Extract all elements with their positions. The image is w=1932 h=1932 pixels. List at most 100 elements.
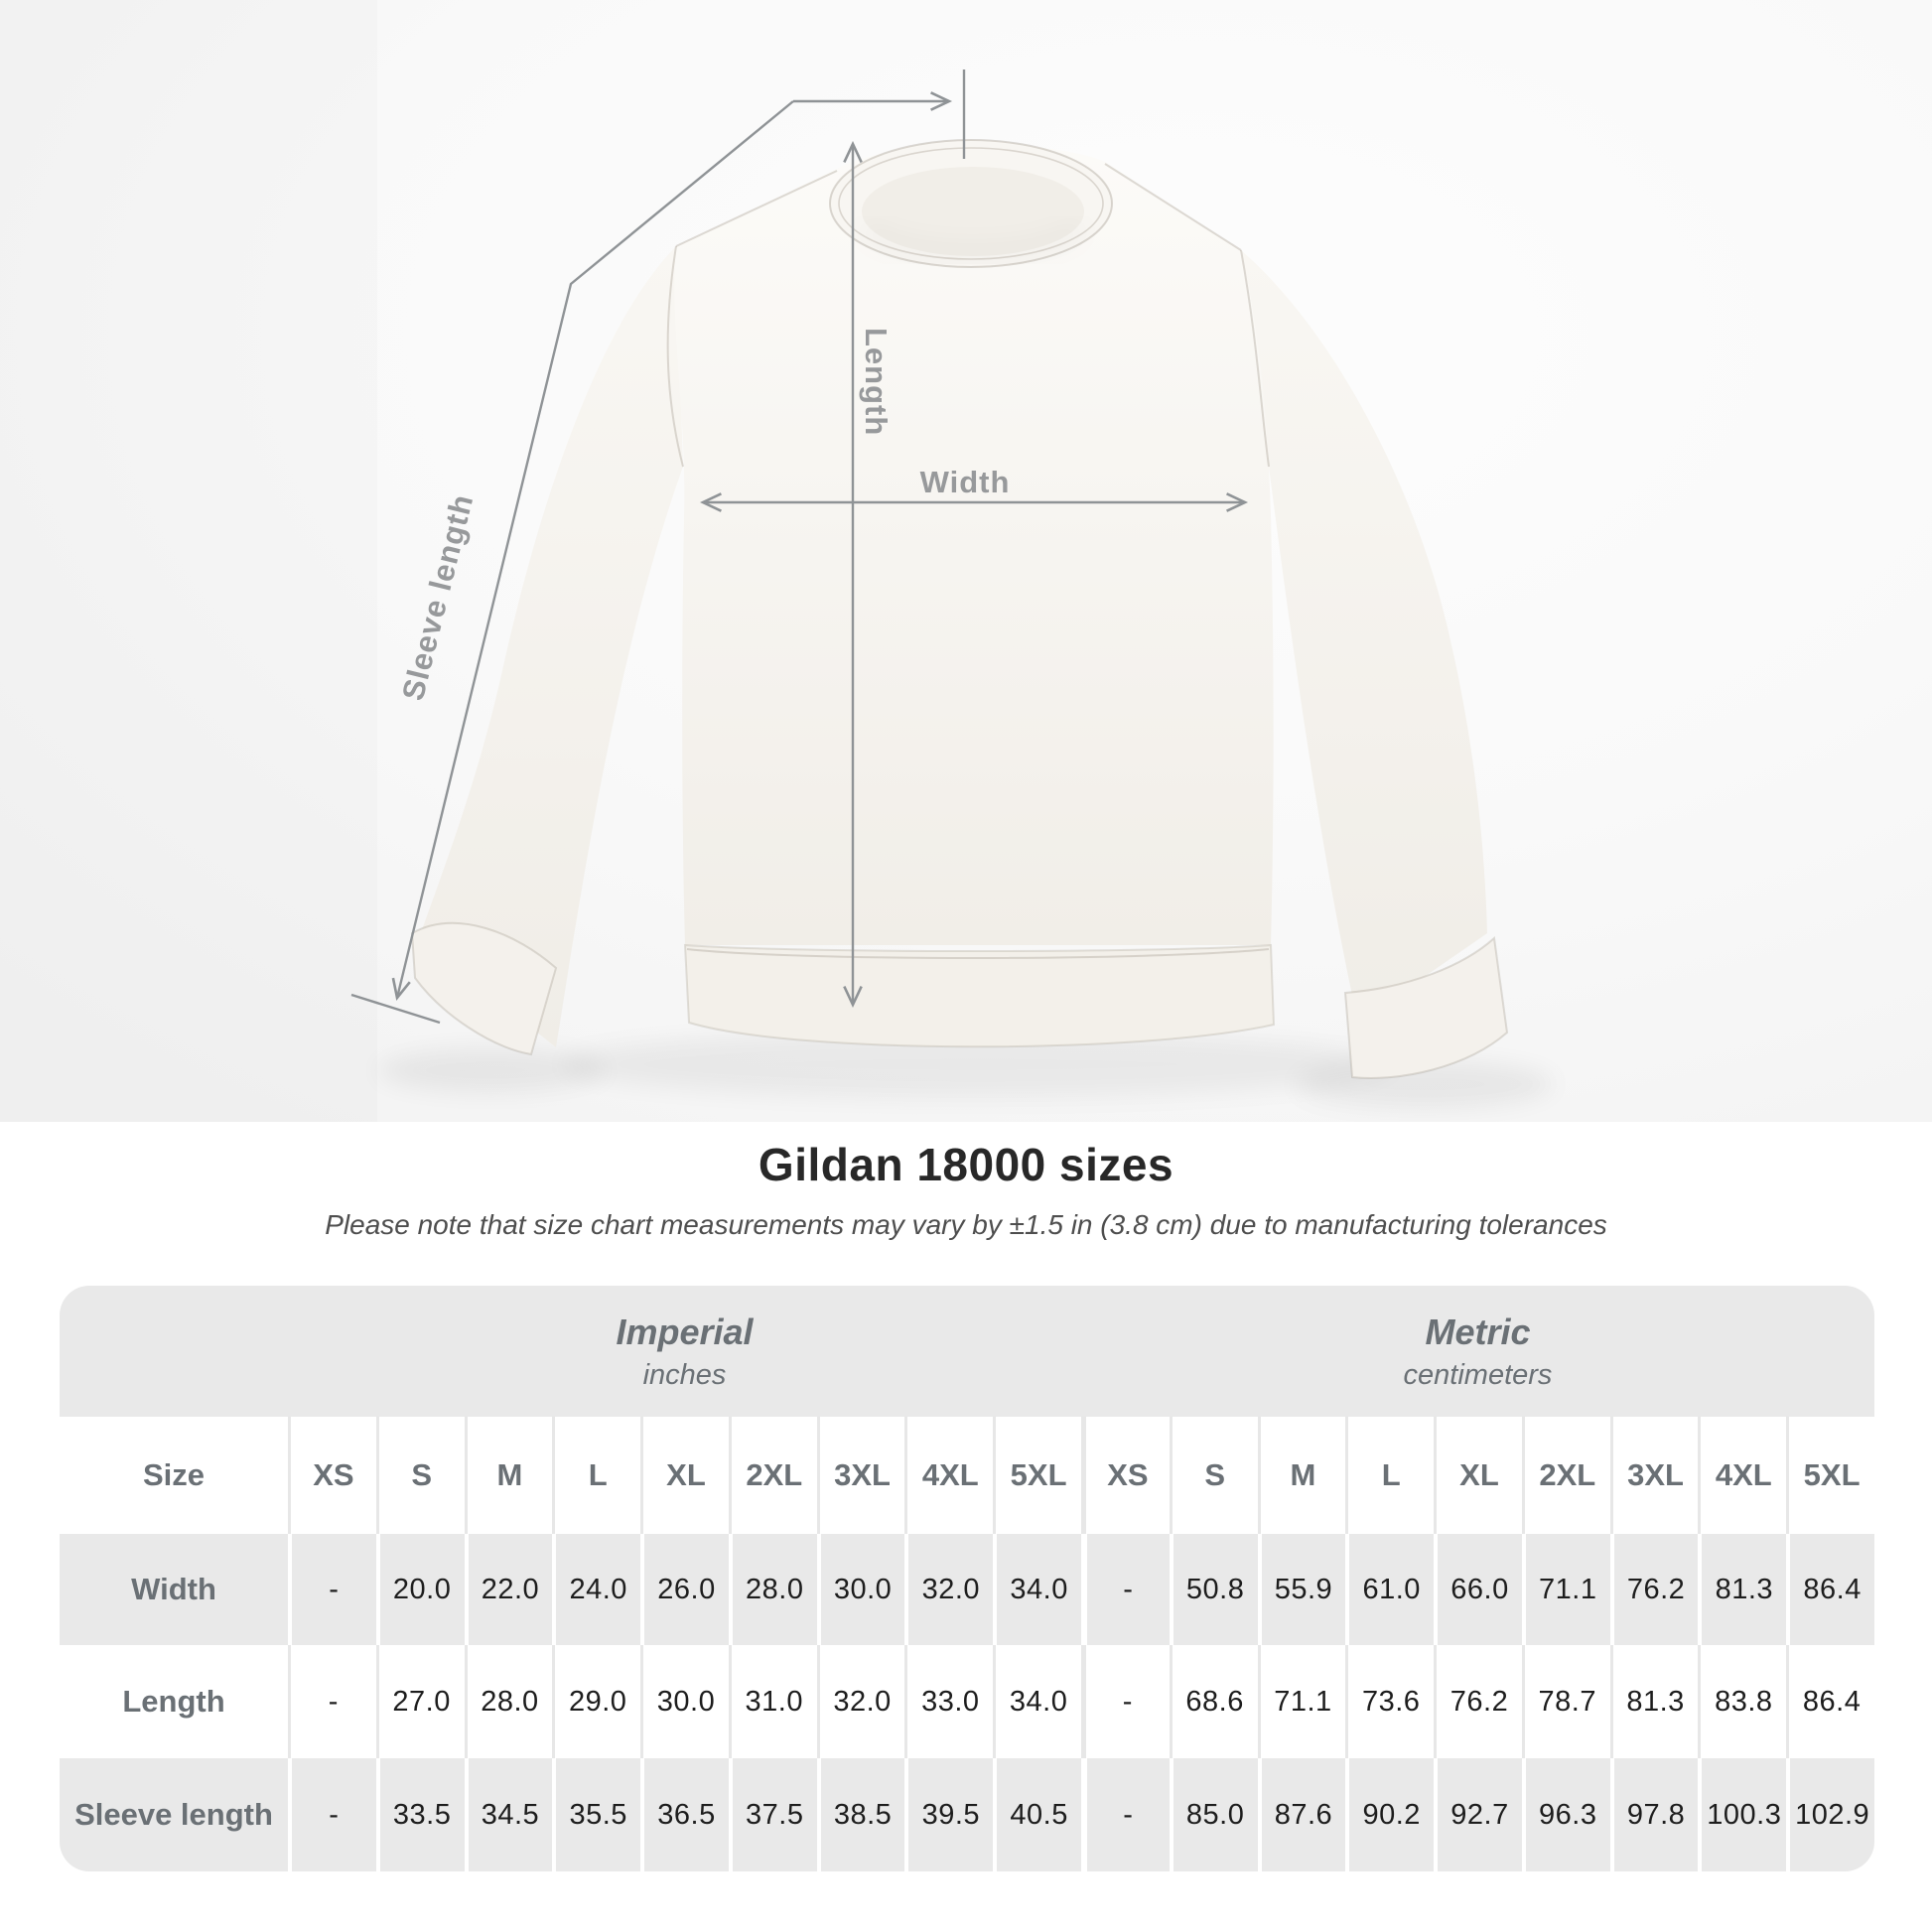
sleeve-imperial-s: 33.5 xyxy=(375,1758,465,1871)
length-imperial-xl: 30.0 xyxy=(640,1645,729,1758)
right-sleeve xyxy=(1241,250,1487,1023)
sleeve-imperial-4xl: 39.5 xyxy=(904,1758,993,1871)
size-col-header-metric-m: M xyxy=(1257,1417,1346,1534)
size-col-header-imperial-2xl: 2XL xyxy=(728,1417,817,1534)
width-imperial-xl: 26.0 xyxy=(640,1534,729,1645)
sleeve-imperial-xs: - xyxy=(288,1758,376,1871)
length-metric-s: 68.6 xyxy=(1169,1645,1258,1758)
width-metric-xl: 66.0 xyxy=(1434,1534,1522,1645)
row-label-length: Length xyxy=(122,1684,225,1719)
length-imperial-m: 28.0 xyxy=(464,1645,553,1758)
sleeve-imperial-2xl: 37.5 xyxy=(728,1758,817,1871)
imperial-label: Imperial xyxy=(616,1311,754,1352)
metric-unit: centimeters xyxy=(1403,1358,1553,1391)
sleeve-imperial-xl: 36.5 xyxy=(640,1758,729,1871)
sleeve-metric-3xl: 97.8 xyxy=(1609,1758,1699,1871)
size-col-header-metric-l: L xyxy=(1345,1417,1434,1534)
width-metric-m: 55.9 xyxy=(1257,1534,1346,1645)
product-measurement-diagram: Length Width Sleeve length xyxy=(0,0,1932,1122)
length-metric-xs: - xyxy=(1081,1645,1170,1758)
sleeve-dimension-diagonal xyxy=(391,100,794,1001)
length-metric-l: 73.6 xyxy=(1345,1645,1434,1758)
length-imperial-xs: - xyxy=(288,1645,376,1758)
row-label-width: Width xyxy=(131,1572,216,1606)
heading-block: Gildan 18000 sizes Please note that size… xyxy=(0,1138,1932,1241)
sleeve-metric-s: 85.0 xyxy=(1169,1758,1258,1871)
row-label-sleeve-length: Sleeve length xyxy=(74,1797,273,1832)
length-imperial-5xl: 34.0 xyxy=(993,1645,1081,1758)
size-col-header-metric-4xl: 4XL xyxy=(1698,1417,1786,1534)
sleeve-imperial-3xl: 38.5 xyxy=(816,1758,905,1871)
group-header-corner xyxy=(60,1286,288,1417)
left-cuff xyxy=(410,921,558,1056)
sleeve-metric-2xl: 96.3 xyxy=(1521,1758,1610,1871)
width-imperial-2xl: 28.0 xyxy=(728,1534,817,1645)
length-metric-4xl: 83.8 xyxy=(1698,1645,1786,1758)
size-table: Imperial inches Metric centimeters Size … xyxy=(60,1286,1874,1871)
sleeve-imperial-5xl: 40.5 xyxy=(993,1758,1081,1871)
width-dimension-label: Width xyxy=(920,465,1011,499)
group-header-imperial: Imperial inches xyxy=(288,1286,1081,1417)
width-metric-3xl: 76.2 xyxy=(1609,1534,1699,1645)
page-title: Gildan 18000 sizes xyxy=(758,1139,1174,1190)
length-metric-m: 71.1 xyxy=(1257,1645,1346,1758)
size-col-header-imperial-5xl: 5XL xyxy=(993,1417,1081,1534)
width-imperial-xs: - xyxy=(288,1534,376,1645)
width-imperial-3xl: 30.0 xyxy=(816,1534,905,1645)
length-metric-xl: 76.2 xyxy=(1434,1645,1522,1758)
table-row-sleeve-length: Sleeve length - 33.5 34.5 35.5 36.5 37.5… xyxy=(60,1758,1874,1871)
page-subtitle: Please note that size chart measurements… xyxy=(325,1209,1607,1240)
size-col-header-imperial-s: S xyxy=(375,1417,465,1534)
table-row-length: Length - 27.0 28.0 29.0 30.0 31.0 32.0 3… xyxy=(60,1645,1874,1758)
sleeve-metric-m: 87.6 xyxy=(1257,1758,1346,1871)
width-imperial-s: 20.0 xyxy=(375,1534,465,1645)
width-metric-2xl: 71.1 xyxy=(1521,1534,1610,1645)
metric-label: Metric xyxy=(1425,1311,1531,1352)
sleeve-metric-l: 90.2 xyxy=(1345,1758,1434,1871)
imperial-unit: inches xyxy=(642,1358,727,1391)
backdrop-shade xyxy=(0,0,377,1122)
size-corner-header: Size xyxy=(142,1457,206,1492)
size-col-header-imperial-xs: XS xyxy=(288,1417,376,1534)
sleeve-metric-5xl: 102.9 xyxy=(1786,1758,1874,1871)
sleeve-imperial-m: 34.5 xyxy=(464,1758,553,1871)
width-imperial-l: 24.0 xyxy=(552,1534,640,1645)
size-col-header-imperial-m: M xyxy=(464,1417,553,1534)
sleeve-metric-xs: - xyxy=(1081,1758,1170,1871)
width-metric-5xl: 86.4 xyxy=(1786,1534,1874,1645)
size-col-header-metric-xs: XS xyxy=(1081,1417,1170,1534)
width-metric-l: 61.0 xyxy=(1345,1534,1434,1645)
sleeve-metric-xl: 92.7 xyxy=(1434,1758,1522,1871)
sleeve-imperial-l: 35.5 xyxy=(552,1758,640,1871)
garment-shadow xyxy=(377,1031,1554,1108)
sweatshirt-illustration: Length Width Sleeve length xyxy=(0,0,1932,1122)
table-group-header-row: Imperial inches Metric centimeters xyxy=(60,1286,1874,1417)
size-col-header-imperial-4xl: 4XL xyxy=(904,1417,993,1534)
hem-band xyxy=(683,943,1276,1048)
length-imperial-3xl: 32.0 xyxy=(816,1645,905,1758)
width-metric-4xl: 81.3 xyxy=(1698,1534,1786,1645)
size-col-header-metric-3xl: 3XL xyxy=(1609,1417,1699,1534)
sleeve-metric-4xl: 100.3 xyxy=(1698,1758,1786,1871)
size-col-header-imperial-l: L xyxy=(552,1417,640,1534)
length-metric-3xl: 81.3 xyxy=(1609,1645,1699,1758)
length-metric-5xl: 86.4 xyxy=(1786,1645,1874,1758)
size-col-header-imperial-xl: XL xyxy=(640,1417,729,1534)
garment-seams xyxy=(666,163,1270,959)
cuff-tick xyxy=(350,993,441,1025)
size-col-header-metric-s: S xyxy=(1169,1417,1258,1534)
size-col-header-imperial-3xl: 3XL xyxy=(816,1417,905,1534)
size-col-header-metric-5xl: 5XL xyxy=(1786,1417,1874,1534)
group-header-metric: Metric centimeters xyxy=(1081,1286,1874,1417)
length-dimension-label: Length xyxy=(859,328,894,436)
width-metric-xs: - xyxy=(1081,1534,1170,1645)
width-imperial-m: 22.0 xyxy=(464,1534,553,1645)
length-imperial-s: 27.0 xyxy=(375,1645,465,1758)
width-imperial-5xl: 34.0 xyxy=(993,1534,1081,1645)
collar xyxy=(829,139,1113,268)
length-imperial-l: 29.0 xyxy=(552,1645,640,1758)
sweatshirt-body xyxy=(674,144,1274,945)
length-imperial-4xl: 33.0 xyxy=(904,1645,993,1758)
size-col-header-metric-xl: XL xyxy=(1434,1417,1522,1534)
